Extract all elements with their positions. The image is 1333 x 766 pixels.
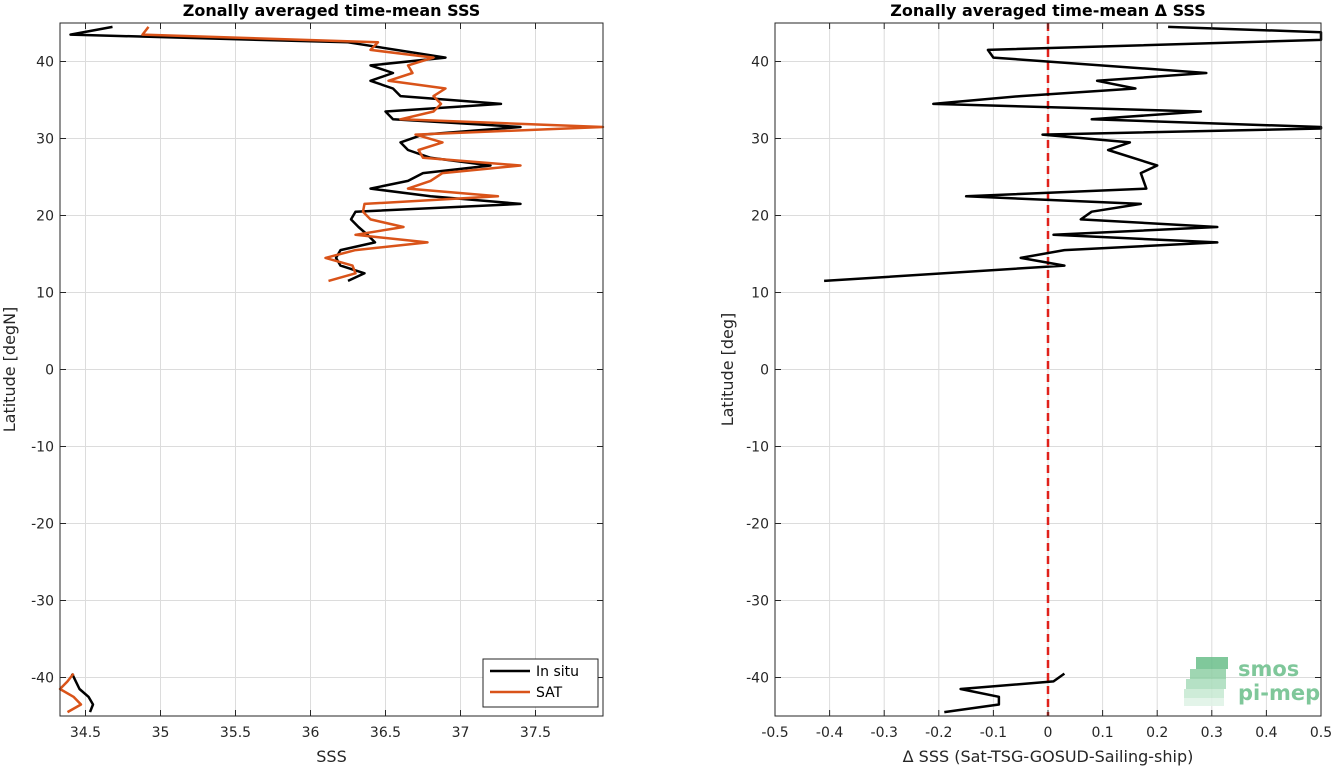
- x-tick-label: -0.2: [925, 725, 952, 741]
- x-tick-label: 37.5: [520, 725, 551, 741]
- y-tick-label: 40: [36, 55, 54, 71]
- y-tick-label: 0: [760, 363, 769, 379]
- x-tick-label: -0.4: [816, 725, 843, 741]
- x-tick-label: 0.3: [1201, 725, 1223, 741]
- chart-title: Zonally averaged time-mean Δ SSS: [890, 1, 1206, 20]
- chart-title: Zonally averaged time-mean SSS: [183, 1, 481, 20]
- x-tick-label: 35.5: [220, 725, 251, 741]
- x-tick-label: 34.5: [70, 725, 101, 741]
- y-tick-label: 30: [751, 132, 769, 148]
- y-axis-label: Latitude [deg]: [718, 313, 737, 427]
- x-axis-label: SSS: [316, 747, 346, 766]
- x-tick-label: 35: [152, 725, 170, 741]
- x-tick-label: 0.5: [1310, 725, 1332, 741]
- logo-text-smos: smos: [1238, 657, 1299, 681]
- y-tick-label: -30: [746, 594, 769, 610]
- y-tick-label: 40: [751, 55, 769, 71]
- x-tick-label: 36.5: [370, 725, 401, 741]
- y-tick-label: 20: [36, 209, 54, 225]
- y-tick-label: -10: [31, 440, 54, 456]
- x-tick-label: 37: [452, 725, 470, 741]
- x-tick-label: 0.1: [1091, 725, 1113, 741]
- x-tick-label: -0.3: [871, 725, 898, 741]
- x-tick-label: -0.5: [761, 725, 788, 741]
- x-axis-label: Δ SSS (Sat-TSG-GOSUD-Sailing-ship): [903, 747, 1194, 766]
- y-axis-label: Latitude [degN]: [0, 307, 19, 433]
- x-tick-label: 0.2: [1146, 725, 1168, 741]
- smos-pimep-logo: smos pi-mep: [1184, 657, 1320, 706]
- y-tick-label: 10: [36, 286, 54, 302]
- series-line-in-situ: [70, 673, 95, 713]
- y-tick-label: 0: [45, 363, 54, 379]
- y-tick-label: -40: [746, 671, 769, 687]
- legend-label-in-situ: In situ: [536, 664, 579, 680]
- logo-text-pimep: pi-mep: [1238, 681, 1320, 705]
- delta-sss-panel: -0.5 -0.4 -0.3 -0.2 -0.1 0 0.1 0.2 0.3 0.4 0.5 -40 -…: [718, 1, 1332, 766]
- x-tick-label: 36: [302, 725, 320, 741]
- legend: In situ SAT: [482, 658, 599, 708]
- series-line-delta-sss: [824, 25, 1323, 283]
- y-tick-label: -20: [746, 517, 769, 533]
- y-tick-label: 20: [751, 209, 769, 225]
- legend-label-sat: SAT: [536, 685, 563, 701]
- series-line-delta-sss: [944, 672, 1066, 714]
- sss-panel: 34.5 35 35.5 36 36.5 37 37.5 -40 -30 -20 -10 0 10 20 3…: [0, 1, 605, 766]
- logo-wave-icon: [1184, 657, 1228, 706]
- y-tick-label: -40: [31, 671, 54, 687]
- x-tick-label: 0.4: [1255, 725, 1277, 741]
- y-tick-label: 10: [751, 286, 769, 302]
- y-tick-label: -30: [31, 594, 54, 610]
- x-tick-label: -0.1: [980, 725, 1007, 741]
- series-line-sat: [58, 672, 83, 714]
- x-tick-label: 0: [1044, 725, 1053, 741]
- y-tick-label: -10: [746, 440, 769, 456]
- legend-box: [482, 658, 599, 708]
- y-tick-label: 30: [36, 132, 54, 148]
- y-tick-label: -20: [31, 517, 54, 533]
- series-line-sat: [141, 26, 605, 283]
